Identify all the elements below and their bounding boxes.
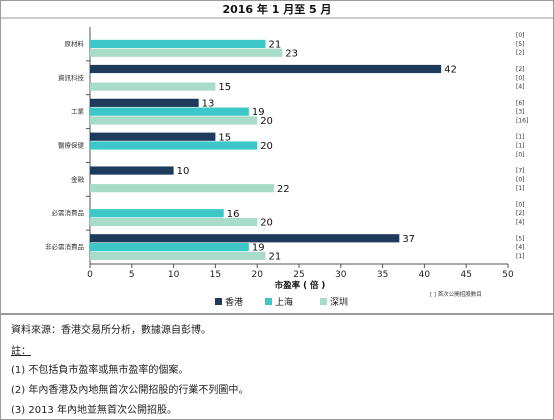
bar	[90, 98, 199, 107]
ipo-count-label: [4]	[516, 84, 525, 91]
bar	[90, 48, 283, 57]
data-label: 16	[227, 209, 240, 220]
notes-box: 資料來源：香港交易所分析，數據源自彭博。 註： (1) 不包括負市盈率或無市盈率…	[0, 314, 554, 420]
x-tick-label: 45	[460, 270, 471, 280]
bar	[90, 234, 400, 243]
ipo-count-label: [0]	[516, 176, 525, 183]
x-tick-label: 30	[335, 270, 347, 280]
bar	[90, 217, 258, 227]
ipo-count-label: [2]	[516, 210, 525, 217]
bar	[90, 184, 274, 193]
ipo-count-label: [4]	[516, 244, 525, 251]
bar	[90, 82, 216, 91]
x-tick-label: 40	[419, 270, 431, 280]
legend: 香港 上海 深圳	[215, 296, 348, 308]
bar	[90, 116, 258, 125]
ipo-count-label: [3]	[516, 109, 525, 116]
category-label: 必需消費品	[52, 208, 85, 217]
bar	[90, 251, 266, 260]
data-label: 13	[202, 98, 215, 109]
x-tick-label: 10	[168, 270, 180, 280]
category-label: 工業	[71, 107, 85, 116]
data-label: 37	[402, 234, 415, 245]
plot-area: 0 5 10 15 20 25 30 35 40 45 50 原材料 [0] 21 [5] 23 [2] 資訊科技…	[45, 27, 528, 280]
ipo-count-label: [6]	[516, 100, 525, 107]
data-label: 10	[177, 166, 190, 177]
note-item-2: (2) 年內香港及內地無首次公開招股的行業不列圖中。	[11, 385, 249, 396]
ipo-count-label: [5]	[516, 235, 525, 242]
data-label: 19	[252, 243, 265, 254]
chart-title: 2016 年 1 月至 5 月	[222, 2, 331, 16]
legend-swatch	[320, 298, 327, 305]
data-label: 42	[444, 65, 457, 76]
data-label: 21	[269, 251, 282, 262]
x-tick-label: 20	[251, 270, 263, 280]
ipo-count-label: [4]	[516, 219, 525, 226]
legend-label: 上海	[275, 296, 293, 308]
notes-heading: 註：	[11, 346, 31, 357]
legend-label: 深圳	[330, 297, 348, 308]
ipo-count-label: [1]	[516, 185, 525, 192]
category-label: 原材料	[65, 39, 85, 48]
data-label: 20	[260, 141, 273, 152]
ipo-count-label: [2]	[516, 50, 525, 57]
x-tick-label: 35	[377, 270, 388, 280]
note-item-1: (1) 不包括負市盈率或無市盈率的個案。	[11, 365, 189, 376]
bar	[90, 209, 224, 218]
bar	[90, 242, 249, 252]
ipo-count-label: [1]	[516, 253, 525, 260]
bar	[90, 132, 216, 141]
data-label: 20	[260, 116, 273, 127]
data-label: 15	[218, 82, 231, 93]
x-tick-label: 15	[210, 270, 221, 280]
ipo-legend-note: [ ] 首次公開招股數目	[430, 290, 482, 298]
ipo-count-label: [2]	[516, 66, 525, 73]
x-tick-label: 5	[129, 270, 135, 280]
ipo-count-label: [5]	[516, 41, 525, 48]
data-label: 15	[218, 132, 231, 143]
ipo-count-label: [1]	[516, 143, 525, 150]
data-label: 21	[269, 40, 282, 51]
category-label: 金融	[71, 174, 85, 183]
data-label: 22	[277, 184, 290, 195]
bar	[90, 166, 174, 175]
bar	[90, 107, 249, 116]
source-note: 資料來源：香港交易所分析，數據源自彭博。	[11, 325, 211, 336]
category-label: 資訊科技	[58, 73, 85, 82]
ipo-count-label: [0]	[516, 201, 525, 208]
x-axis-label: 市盈率 ( 倍 )	[275, 280, 326, 291]
ipo-count-label: [0]	[516, 151, 525, 158]
bar	[90, 64, 442, 74]
category-label: 醫療保健	[58, 141, 85, 150]
legend-label: 香港	[225, 296, 243, 308]
data-label: 20	[260, 218, 273, 229]
legend-swatch	[215, 298, 222, 305]
bar	[90, 141, 258, 150]
bar	[90, 39, 266, 49]
ipo-count-label: [16]	[516, 117, 528, 124]
x-tick-label: 50	[502, 270, 514, 280]
ipo-count-label: [0]	[516, 75, 525, 82]
x-tick-label: 0	[87, 270, 93, 280]
category-label: 非必需消費品	[45, 242, 84, 251]
ipo-count-label: [1]	[516, 134, 525, 141]
ipo-count-label: [0]	[516, 32, 525, 39]
note-item-3: (3) 2013 年內地並無首次公開招股。	[11, 405, 177, 416]
x-tick-label: 25	[293, 270, 304, 280]
data-label: 19	[252, 107, 265, 118]
data-label: 23	[285, 48, 298, 59]
bar-chart: 2016 年 1 月至 5 月 0 5 10 15 20 25 30 35 40 45 50 原材料 […	[0, 0, 554, 314]
ipo-count-label: [7]	[516, 168, 525, 175]
legend-swatch	[265, 298, 272, 305]
